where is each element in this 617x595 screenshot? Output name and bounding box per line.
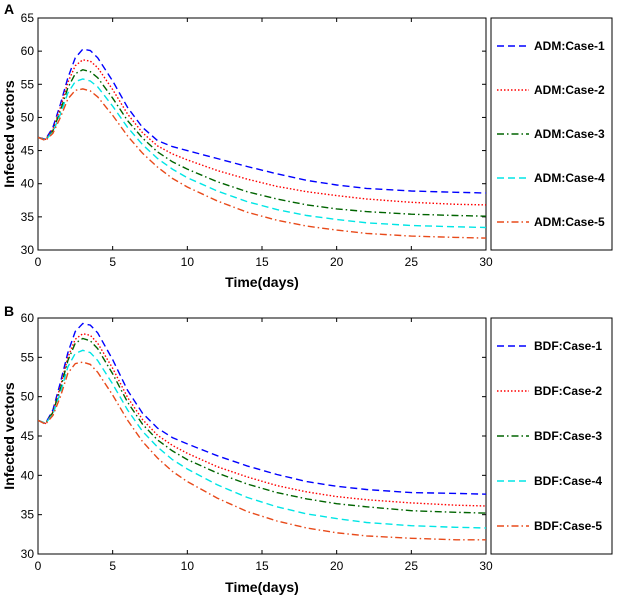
- y-axis-label: Infected vectors: [1, 80, 17, 188]
- y-tick-label: 55: [21, 350, 35, 364]
- series-line-bdf-case-1: [38, 322, 486, 495]
- panel-label: A: [4, 1, 14, 17]
- series-line-adm-case-3: [38, 68, 486, 217]
- y-tick-label: 60: [21, 44, 35, 58]
- legend-entry-label: BDF:Case-1: [534, 339, 602, 353]
- series-line-adm-case-5: [38, 88, 486, 239]
- x-tick-label: 30: [479, 559, 493, 573]
- series-line-adm-case-2: [38, 59, 486, 206]
- legend-box: [490, 17, 613, 251]
- panel-a: 0 5 10 15 20 25 30 30 35 40 45 50 55 60 65 Time(days) In…: [1, 1, 613, 290]
- x-tick-label: 25: [405, 255, 419, 269]
- legend-entry-label: ADM:Case-4: [534, 171, 605, 185]
- y-tick-label: 35: [21, 210, 35, 224]
- legend-box: [490, 317, 613, 555]
- y-tick-label: 55: [21, 77, 35, 91]
- legend-entry-label: BDF:Case-5: [534, 519, 602, 533]
- legend-entry-label: BDF:Case-2: [534, 384, 602, 398]
- y-tick-label: 65: [21, 11, 35, 25]
- x-tick-label: 0: [35, 255, 42, 269]
- y-axis-label: Infected vectors: [1, 382, 17, 490]
- y-tick-label: 30: [21, 547, 35, 561]
- x-tick-label: 15: [255, 559, 269, 573]
- y-tick-label: 40: [21, 468, 35, 482]
- y-tick-label: 60: [21, 311, 35, 325]
- panel-b: 0 5 10 15 20 25 30 30 35 40 45 50 55 60 Time(days) Infe…: [1, 303, 613, 595]
- legend-entry-label: BDF:Case-4: [534, 474, 602, 488]
- legend-entry-label: ADM:Case-2: [534, 83, 605, 97]
- x-tick-label: 20: [330, 559, 344, 573]
- x-tick-label: 15: [255, 255, 269, 269]
- y-tick-label: 50: [21, 390, 35, 404]
- x-tick-label: 30: [479, 255, 493, 269]
- x-tick-label: 10: [181, 255, 195, 269]
- x-tick-label: 25: [405, 559, 419, 573]
- x-tick-label: 0: [35, 559, 42, 573]
- y-tick-label: 40: [21, 177, 35, 191]
- y-tick-label: 30: [21, 243, 35, 257]
- x-axis-label: Time(days): [225, 274, 299, 290]
- x-axis-label: Time(days): [225, 579, 299, 595]
- legend-entry-label: ADM:Case-1: [534, 39, 605, 53]
- x-tick-label: 20: [330, 255, 344, 269]
- series-line-bdf-case-2: [38, 332, 486, 507]
- y-tick-label: 45: [21, 429, 35, 443]
- x-tick-label: 5: [109, 255, 116, 269]
- panel-label: B: [4, 303, 14, 319]
- legend: BDF:Case-1 BDF:Case-2 BDF:Case-3 BDF:Case-4…: [490, 317, 613, 555]
- series-line-bdf-case-5: [38, 361, 486, 541]
- series-line-adm-case-4: [38, 78, 486, 229]
- x-tick-label: 10: [181, 559, 195, 573]
- legend: ADM:Case-1 ADM:Case-2 ADM:Case-3 ADM:Case-4…: [490, 17, 613, 251]
- plot-area: [37, 317, 487, 555]
- legend-entry-label: BDF:Case-3: [534, 429, 602, 443]
- y-tick-label: 35: [21, 508, 35, 522]
- plot-area: [37, 17, 487, 251]
- y-tick-label: 50: [21, 110, 35, 124]
- legend-entry-label: ADM:Case-3: [534, 127, 605, 141]
- series-line-adm-case-1: [38, 48, 486, 194]
- series-line-bdf-case-3: [38, 337, 486, 514]
- legend-entry-label: ADM:Case-5: [534, 215, 605, 229]
- x-tick-label: 5: [109, 559, 116, 573]
- y-tick-label: 45: [21, 144, 35, 158]
